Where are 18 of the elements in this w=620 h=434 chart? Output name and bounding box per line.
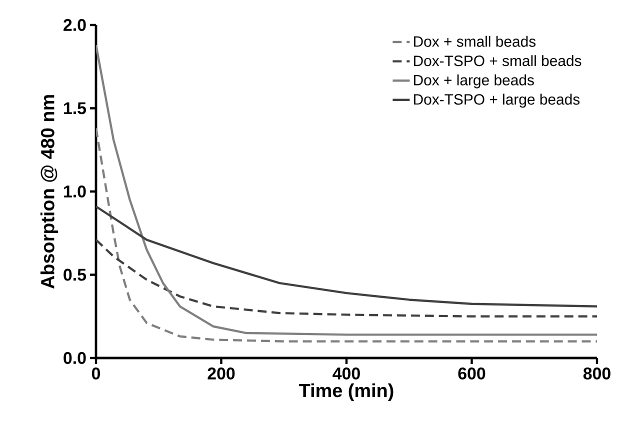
legend-label: Dox-TSPO + small beads xyxy=(414,55,582,66)
y-tick-label: 2.0 xyxy=(64,19,86,31)
x-tick-label: 800 xyxy=(583,367,610,380)
y-tick-label: 0.5 xyxy=(64,268,86,281)
x-axis-title: Time (min) xyxy=(299,383,394,401)
legend-label: Dox + small beads xyxy=(414,36,536,47)
x-tick-label: 400 xyxy=(332,367,360,380)
x-tick-label: 200 xyxy=(208,367,235,380)
legend-label: Dox-TSPO + large beads xyxy=(414,94,580,108)
legend-label: Dox + large beads xyxy=(414,74,534,88)
line-series xyxy=(96,238,597,318)
y-tick-label: 1.5 xyxy=(64,102,86,114)
y-axis-title: Absorption @ 480 nm xyxy=(40,95,58,289)
y-tick-label: 1.0 xyxy=(64,186,86,198)
x-tick-label: 0 xyxy=(92,367,100,380)
y-tick-label: 0.0 xyxy=(64,352,86,364)
x-tick-label: 600 xyxy=(458,367,486,380)
line-series xyxy=(96,205,597,308)
